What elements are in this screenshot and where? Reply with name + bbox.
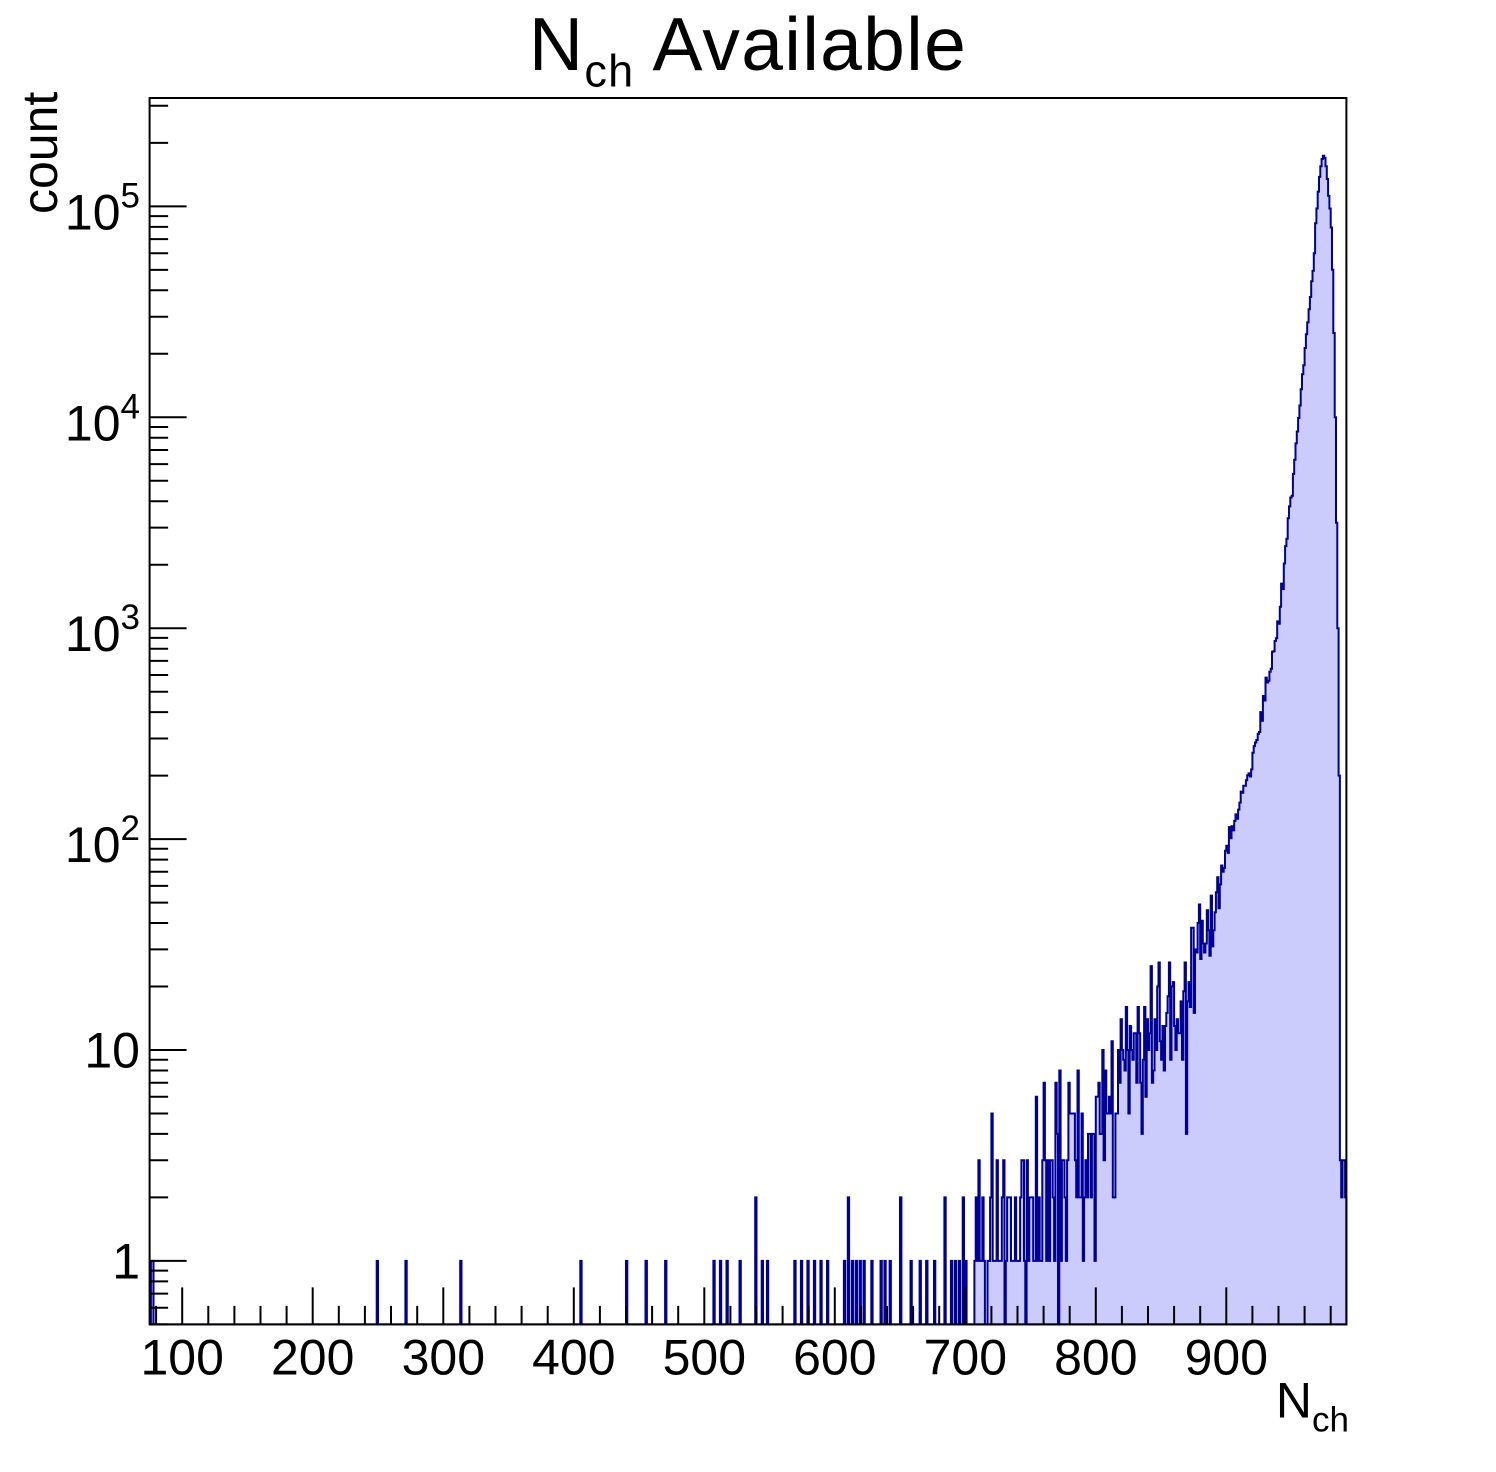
svg-text:900: 900 <box>1185 1329 1268 1385</box>
svg-text:100: 100 <box>140 1329 223 1385</box>
svg-text:102: 102 <box>65 809 140 873</box>
svg-text:count: count <box>12 92 68 214</box>
svg-text:1: 1 <box>112 1233 140 1289</box>
svg-text:700: 700 <box>924 1329 1007 1385</box>
svg-text:300: 300 <box>402 1329 485 1385</box>
svg-text:500: 500 <box>663 1329 746 1385</box>
svg-text:600: 600 <box>793 1329 876 1385</box>
svg-text:400: 400 <box>532 1329 615 1385</box>
svg-text:10: 10 <box>84 1023 140 1079</box>
svg-text:800: 800 <box>1054 1329 1137 1385</box>
svg-text:200: 200 <box>271 1329 354 1385</box>
